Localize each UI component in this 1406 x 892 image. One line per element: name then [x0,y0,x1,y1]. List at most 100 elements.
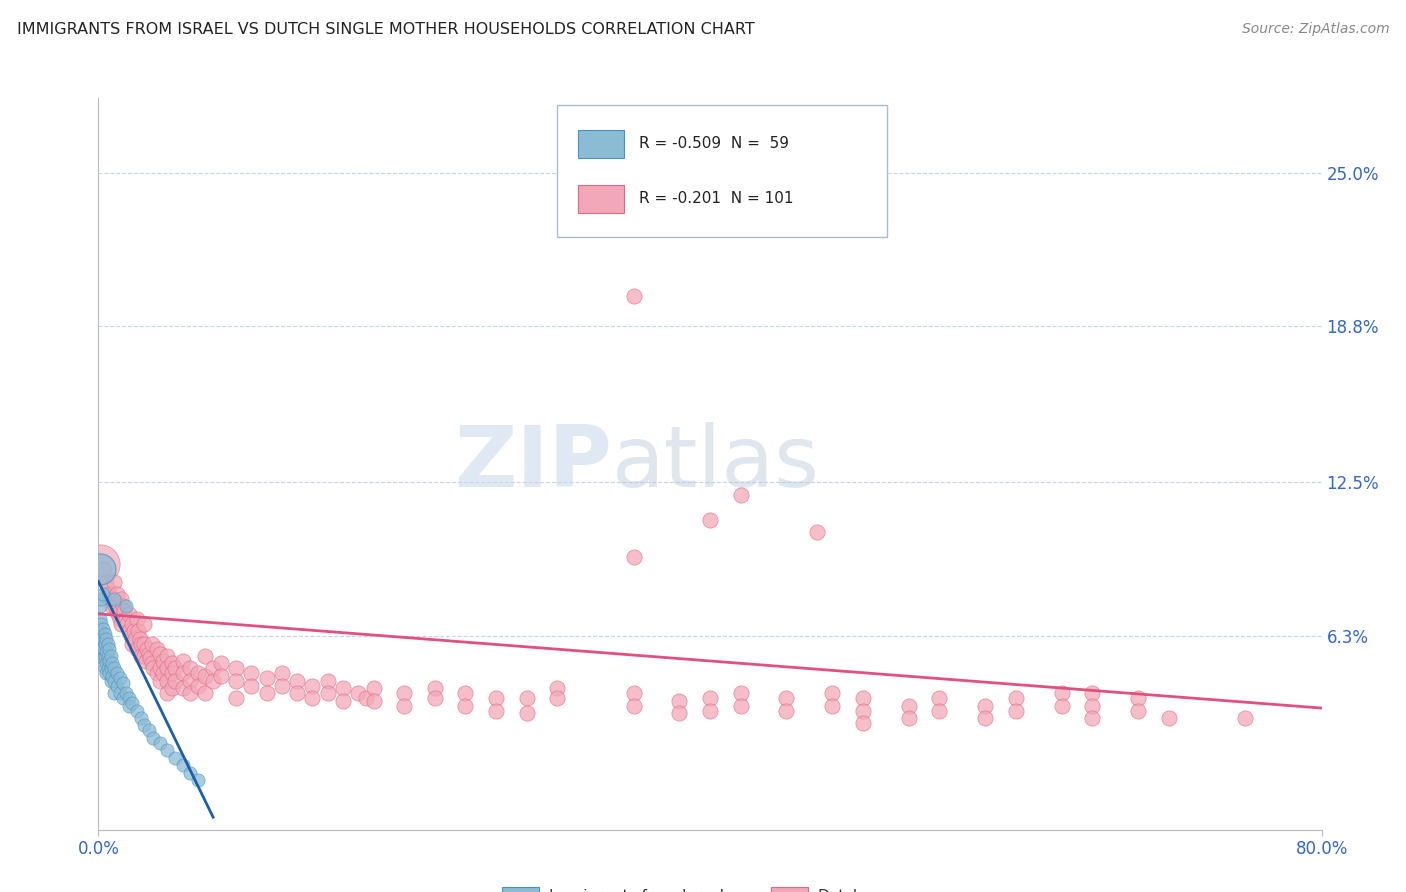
Point [121,637,143,651]
Point [699,704,721,718]
Point [107,607,129,621]
Point [668,706,690,720]
Point [160,681,183,696]
Point [1157,711,1180,725]
Point [105,679,128,693]
Point [108,671,131,685]
Point [285,673,308,688]
Point [974,711,997,725]
Point [179,765,201,780]
Point [128,632,150,646]
Point [775,704,797,718]
Point [118,624,141,639]
Point [821,686,844,700]
Point [209,657,232,671]
Point [974,698,997,713]
Point [1128,704,1150,718]
Point [194,648,217,663]
Point [897,711,920,725]
Point [392,686,416,700]
Point [187,772,209,787]
Point [90,616,112,631]
Point [145,641,167,656]
Point [202,673,225,688]
Point [730,686,752,700]
Point [225,661,247,675]
Point [546,691,568,706]
Point [98,666,121,681]
Point [134,648,156,663]
Point [423,691,446,706]
Point [730,698,752,713]
Point [806,524,828,539]
Point [103,673,125,688]
Point [129,711,152,725]
Point [118,698,141,713]
Point [928,704,950,718]
Point [111,676,134,690]
Point [110,616,132,631]
Point [485,704,508,718]
Point [172,654,194,668]
Point [89,558,111,572]
Point [149,673,172,688]
Point [94,632,117,646]
Point [110,591,132,606]
Point [101,599,124,614]
Text: Dutch: Dutch [818,889,863,892]
Point [1081,686,1104,700]
Point [623,549,645,564]
Point [149,647,172,661]
Point [91,651,114,665]
Point [101,669,124,683]
Point [852,704,875,718]
Point [91,641,114,656]
Point [97,637,120,651]
Point [172,666,194,681]
Point [156,673,179,688]
Point [516,706,538,720]
Point [91,562,114,576]
Point [821,698,844,713]
Point [134,718,156,732]
Point [209,669,232,683]
Point [103,661,125,675]
Point [485,691,508,706]
Point [121,696,143,710]
Point [134,616,156,631]
FancyBboxPatch shape [578,130,624,158]
Point [270,679,292,693]
Point [91,622,114,636]
Point [363,681,385,696]
Point [270,666,292,681]
Point [100,673,122,688]
Point [285,686,308,700]
Point [301,691,323,706]
Point [179,686,201,700]
Point [117,616,139,631]
Point [194,669,217,683]
FancyBboxPatch shape [772,887,808,892]
Point [160,657,183,671]
Text: IMMIGRANTS FROM ISRAEL VS DUTCH SINGLE MOTHER HOUSEHOLDS CORRELATION CHART: IMMIGRANTS FROM ISRAEL VS DUTCH SINGLE M… [17,22,755,37]
Point [141,637,163,651]
Point [105,587,128,601]
FancyBboxPatch shape [557,105,887,237]
Point [546,681,568,696]
Point [129,637,152,651]
Point [101,657,124,671]
Point [152,666,174,681]
Point [156,743,179,757]
Point [301,679,323,693]
Point [699,513,721,527]
Point [115,686,138,700]
Point [699,691,721,706]
Point [124,632,146,646]
Point [775,691,797,706]
Point [194,686,217,700]
Point [423,681,446,696]
FancyBboxPatch shape [578,186,624,213]
Point [127,624,149,639]
Point [852,715,875,730]
Point [623,698,645,713]
